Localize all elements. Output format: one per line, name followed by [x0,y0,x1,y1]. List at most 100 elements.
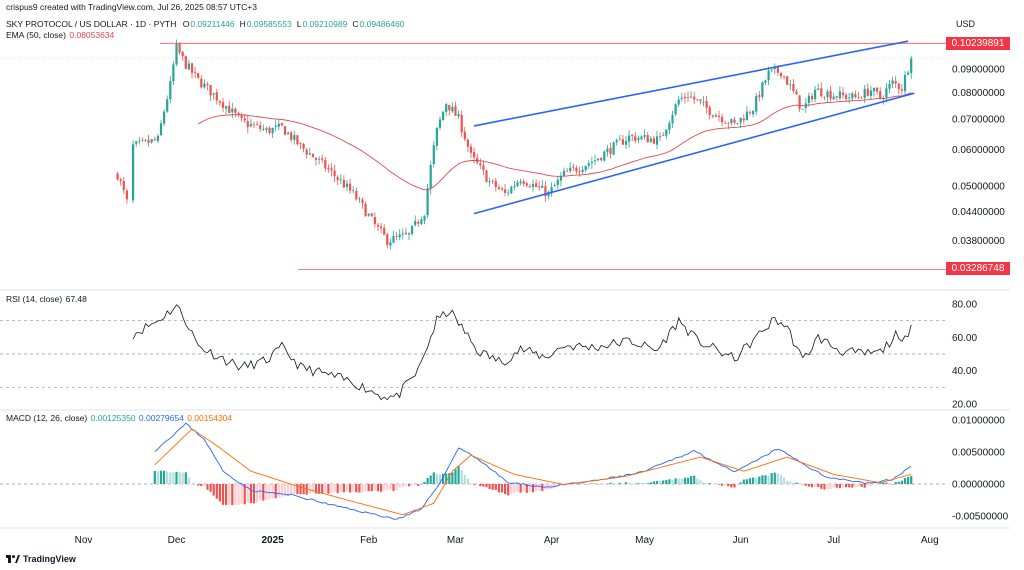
symbol-label: SKY PROTOCOL / US DOLLAR · 1D · PYTH [6,19,177,29]
macd-histogram-bar [249,484,252,504]
rsi-pane: 80.00 60.00 40.00 20.00 [0,300,977,411]
macd-histogram-bar [246,484,249,503]
channel-upper-line [473,40,909,127]
macd-histogram-bar [169,472,172,484]
macd-histogram-bar [851,484,854,488]
candle-body [479,163,482,166]
candle-body [550,187,553,193]
time-axis-label: May [635,535,654,546]
candle-body [531,183,535,187]
candle-body [562,170,566,176]
candle-body [190,63,194,73]
candle-body [510,186,513,194]
candle-body [287,132,290,135]
price-axis-label: 0.06000000 [952,145,1005,156]
macd-histogram-bar [237,484,240,505]
candle-body [485,170,488,183]
macd-histogram-bar [863,484,866,488]
candle-body [314,158,318,160]
macd-histogram-bar [624,482,628,484]
candle-body [159,123,163,136]
candle-body [178,44,181,53]
candle-body [463,131,466,140]
candle-body [163,111,166,124]
candle-body [742,118,745,121]
macd-histogram-bar [283,484,287,496]
time-axis-label: 2025 [261,535,284,546]
price-tag-bottom: 0.03286748 [946,262,1010,275]
tradingview-logo-icon [6,555,20,563]
macd-histogram-bar [752,477,755,484]
macd-histogram-bar [200,484,203,487]
macd-pane: 0.01000000 0.00500000 0.00000000 -0.0050000… [0,416,1009,523]
macd-histogram-bar [218,484,221,502]
macd-histogram-bar [504,484,507,495]
candle-body [624,140,628,145]
macd-histogram-bar [395,484,398,491]
candle-body [271,127,274,134]
candle-body [156,135,159,142]
candle-body [860,97,863,99]
candle-body [252,124,256,126]
candle-body [662,134,665,136]
candle-body [820,88,823,97]
macd-histogram-bar [587,484,590,485]
rsi-axis-label: 80.00 [952,300,977,311]
candle-body [841,92,845,95]
macd-histogram-bar [907,476,910,484]
macd-histogram-bar [262,484,265,501]
candle-body [497,187,500,189]
candle-body [215,92,218,101]
candle-body [361,199,364,204]
macd-histogram-bar [507,484,510,496]
candle-body [674,104,677,115]
macd-histogram-bar [221,484,225,505]
candle-body [693,96,696,100]
candle-body [494,180,497,188]
macd-histogram-bar [857,484,860,487]
macd-histogram-bar [268,484,271,500]
macd-histogram-bar [603,484,606,485]
macd-histogram-bar [826,484,829,490]
candle-body [268,127,271,134]
candle-body [401,233,404,235]
tradingview-logo-text: TradingView [23,554,76,564]
macd-histogram-bar [429,475,432,484]
candle-body [454,106,457,116]
macd-histogram-bar [615,483,618,485]
macd-histogram-bar [628,482,631,484]
candle-body [544,186,547,197]
candle-body [569,167,572,172]
candle-body [277,123,280,127]
macd-histogram-bar [274,484,277,499]
macd-histogram-bar [662,480,665,484]
macd-hist-value: 0.00125350 [90,413,136,423]
candle-body [637,138,640,140]
macd-histogram-bar [296,484,299,495]
candle-body [885,88,888,98]
candle-body [696,99,699,101]
candle-body [721,116,724,123]
macd-histogram-bar [383,484,386,492]
macd-histogram-bar [736,484,739,486]
macd-signal-line [154,428,912,516]
macd-histogram-bar [153,470,156,484]
candle-body [686,97,690,98]
candle-body [810,95,814,100]
macd-histogram-bar [212,484,215,496]
macd-histogram-bar [618,482,621,484]
candle-body [339,179,342,181]
macd-signal-value: 0.00154304 [187,413,233,423]
candle-body [336,177,339,180]
macd-histogram-bar [792,482,795,484]
candle-body [659,136,662,137]
candle-body [426,188,429,216]
time-axis-label: Dec [168,535,186,546]
candle-body [460,114,463,133]
candle-body [612,142,615,155]
macd-line [154,422,912,520]
macd-histogram-bar [479,484,482,487]
rising-channel [473,40,915,215]
macd-histogram-bar [401,484,404,487]
